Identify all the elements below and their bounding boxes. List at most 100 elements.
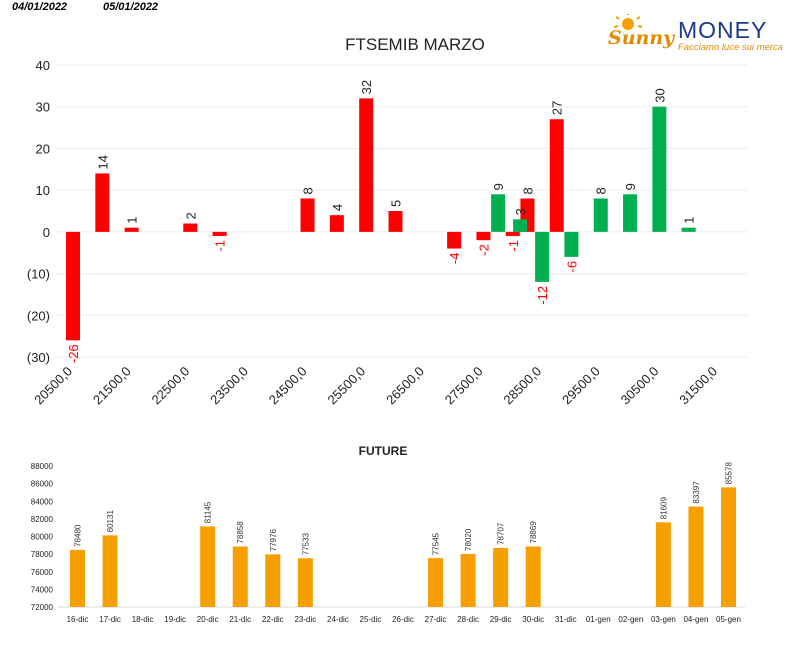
main-bar [183,223,198,232]
future-bar [721,487,736,607]
future-bar [70,549,85,607]
future-x-tick-label: 28-dic [457,615,479,624]
main-data-label: -1 [506,240,521,252]
main-y-tick-label: 20 [36,141,50,156]
future-chart-title: FUTURE [359,444,408,458]
future-x-tick-label: 19-dic [164,615,186,624]
main-data-label: 5 [389,200,404,207]
future-x-tick-label: 02-gen [618,615,643,624]
future-data-label: 78020 [464,528,473,551]
main-bar [549,119,564,232]
future-x-tick-label: 18-dic [132,615,154,624]
future-data-label: 83397 [692,481,701,504]
main-data-label: 27 [550,101,565,115]
future-bar [232,546,248,607]
future-data-label: 81145 [204,501,213,523]
future-y-tick-label: 72000 [31,603,54,612]
ftsemib-bar-chart: FTSEMIB MARZO 40 30 20 10 0 (10) (20) (30) -26 1… [27,35,748,407]
main-bar [681,227,696,232]
main-bar [505,231,520,237]
main-bar [491,194,506,232]
date-label-2: 05/01/2022 [103,1,159,13]
main-y-tick-label: 0 [43,225,50,240]
main-data-label: 9 [491,183,506,190]
main-bar [329,215,344,232]
main-y-tick-label: 40 [36,58,50,73]
future-data-label: 78869 [529,521,538,544]
future-y-tick-label: 74000 [31,585,54,594]
future-y-axis: 88000 86000 84000 82000 80000 78000 76000 74000… [31,462,54,612]
future-x-tick-label: 30-dic [522,615,544,624]
future-bar [297,558,313,607]
future-y-tick-label: 88000 [31,462,54,471]
future-bar [102,535,118,607]
logo-brand-text: MONEY [678,17,767,43]
main-data-label: -4 [447,253,462,265]
main-bar [359,98,374,232]
future-bar [428,558,444,607]
future-x-tick-label: 24-dic [327,615,349,624]
future-x-tick-label: 03-gen [651,615,676,624]
main-data-label: 14 [95,155,110,169]
main-bar [535,231,550,282]
future-y-tick-label: 84000 [31,497,54,506]
future-x-tick-label: 31-dic [555,615,577,624]
future-x-tick-label: 26-dic [392,615,414,624]
main-data-label: 9 [623,183,638,190]
future-x-axis: 16-dic 17-dic 18-dic 19-dic 20-dic 21-dic 22-d… [67,615,741,624]
future-y-tick-label: 78000 [31,550,54,559]
main-data-label: 8 [301,187,316,194]
future-bar [655,522,671,607]
future-data-label: 77545 [432,532,441,555]
future-data-label: 77533 [301,532,310,555]
main-data-label: -6 [564,261,579,273]
future-bar [460,553,476,607]
future-x-tick-label: 20-dic [197,615,219,624]
main-bar [95,173,110,232]
main-bar [476,231,491,241]
future-x-tick-label: 25-dic [360,615,382,624]
main-y-tick-label: 10 [36,183,50,198]
future-bar [688,506,704,607]
main-chart-title: FTSEMIB MARZO [345,35,485,54]
main-bar [564,231,579,257]
future-x-tick-label: 29-dic [490,615,512,624]
main-data-label: 1 [125,216,140,223]
main-bars: -26 14 1 2 -1 8 4 32 5 -4 -2 -1 8 27 9 3 -12 -6 8 9 30 1 [66,80,697,363]
main-data-label: -2 [476,244,491,256]
main-bar [593,198,608,232]
main-y-axis: 40 30 20 10 0 (10) (20) (30) [27,58,50,365]
main-y-tick-label: (30) [27,350,50,365]
main-data-label: 4 [330,204,345,211]
future-data-label: 78707 [497,522,506,545]
future-bar [493,547,509,607]
future-x-tick-label: 23-dic [294,615,316,624]
main-bar [623,194,638,232]
main-data-label: -1 [213,240,228,252]
main-data-label: 8 [594,187,609,194]
main-bar [300,198,315,232]
future-bar [265,554,281,607]
main-y-tick-label: (10) [27,267,50,282]
future-bar [525,546,541,607]
main-data-label: 2 [183,212,198,219]
future-y-tick-label: 76000 [31,568,54,577]
future-x-tick-label: 04-gen [683,615,708,624]
future-x-tick-label: 21-dic [229,615,251,624]
future-x-tick-label: 16-dic [67,615,89,624]
main-data-label: 1 [682,216,697,223]
main-bar [124,227,139,232]
main-bar [652,106,667,232]
main-bar [66,231,80,341]
date-label-1: 04/01/2022 [12,1,68,13]
future-data-label: 78858 [236,521,245,544]
main-bar [388,211,403,232]
sun-icon [613,14,643,30]
main-bar [447,231,462,249]
future-data-label: 81609 [659,497,668,520]
future-bar [200,526,216,607]
main-bar [513,219,528,232]
future-data-label: 77976 [269,529,278,552]
future-y-tick-label: 80000 [31,533,54,542]
